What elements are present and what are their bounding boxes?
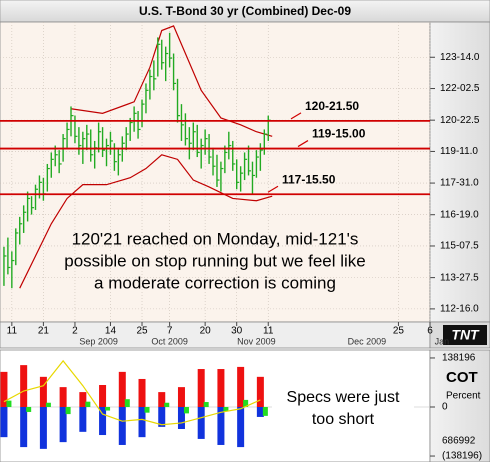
annotation: Specs were just bbox=[287, 389, 400, 406]
bar bbox=[217, 369, 225, 407]
x-tick-label: 11 bbox=[263, 326, 274, 337]
bar bbox=[65, 407, 71, 415]
annotation-bg bbox=[272, 384, 414, 432]
bar bbox=[256, 376, 264, 407]
bar bbox=[217, 407, 225, 445]
bar bbox=[144, 407, 150, 413]
date-axis bbox=[0, 321, 431, 349]
axis-label: Percent bbox=[446, 391, 481, 402]
bar bbox=[99, 407, 107, 436]
y-tick-label: 113-27.5 bbox=[440, 272, 479, 283]
band-line bbox=[70, 25, 273, 137]
x-tick-label: 20 bbox=[200, 326, 212, 337]
bar bbox=[59, 407, 67, 443]
bar bbox=[39, 407, 47, 449]
y-tick-label: 115-07.5 bbox=[440, 241, 479, 252]
y-tick-label: 116-19.0 bbox=[440, 209, 479, 220]
bar bbox=[197, 369, 205, 407]
level-label: 117-15.50 bbox=[282, 172, 336, 186]
x-tick-label: 11 bbox=[7, 326, 18, 337]
bar bbox=[158, 407, 166, 427]
bar bbox=[99, 385, 107, 407]
bar bbox=[243, 399, 249, 407]
bar bbox=[138, 378, 146, 407]
bar bbox=[183, 407, 189, 414]
y-tick-label: 119-11.0 bbox=[440, 146, 478, 157]
y-tick-label: 0 bbox=[442, 402, 448, 413]
x-tick-label: 7 bbox=[167, 326, 173, 337]
y-tick-label: 117-31.0 bbox=[440, 178, 479, 189]
bar bbox=[20, 365, 28, 407]
bar bbox=[45, 402, 51, 407]
chart-title: U.S. T-Bond 30 yr (Combined) Dec-09 bbox=[139, 4, 351, 18]
cot-axis bbox=[429, 349, 490, 462]
x-tick-label: 25 bbox=[393, 326, 405, 337]
indicator-title: COT bbox=[446, 369, 478, 386]
bar bbox=[79, 407, 87, 432]
bar bbox=[138, 407, 146, 438]
y-tick-label: 138196 bbox=[442, 353, 476, 364]
bar bbox=[105, 407, 111, 411]
bar bbox=[59, 387, 67, 407]
y-tick-label: 112-16.0 bbox=[440, 304, 479, 315]
bar bbox=[164, 402, 170, 407]
y-tick-label: 123-14.0 bbox=[440, 52, 480, 63]
month-label: Dec 2009 bbox=[348, 336, 387, 346]
logo: TNT bbox=[451, 327, 480, 343]
level-leader bbox=[267, 185, 279, 193]
month-label: Sep 2009 bbox=[79, 336, 118, 346]
x-tick-label: 2 bbox=[72, 326, 78, 337]
bar bbox=[79, 392, 87, 407]
bar bbox=[20, 407, 28, 448]
side-value: 686992 bbox=[442, 436, 476, 447]
month-label: Jan bbox=[435, 336, 450, 346]
level-label: 120-21.50 bbox=[305, 99, 359, 113]
level-label: 119-15.00 bbox=[312, 127, 366, 141]
bar bbox=[158, 392, 166, 407]
x-tick-label: 14 bbox=[105, 326, 117, 337]
logo-box bbox=[443, 325, 487, 345]
x-tick-label: 21 bbox=[38, 326, 50, 337]
bar bbox=[177, 387, 185, 407]
month-label: Oct 2009 bbox=[151, 336, 188, 346]
y-tick-label: 122-02.5 bbox=[440, 83, 480, 94]
bar bbox=[85, 401, 91, 407]
bar bbox=[0, 407, 8, 438]
bar bbox=[203, 402, 209, 407]
annotation: possible on stop running but we feel lik… bbox=[64, 251, 365, 270]
bar bbox=[256, 407, 264, 417]
level-leader bbox=[290, 112, 302, 120]
x-tick-label: 30 bbox=[231, 326, 243, 337]
price-plot bbox=[0, 21, 431, 323]
x-tick-label: 25 bbox=[136, 326, 148, 337]
bar bbox=[197, 407, 205, 439]
bar bbox=[223, 407, 229, 412]
bar bbox=[177, 407, 185, 429]
bar bbox=[118, 371, 126, 407]
bar bbox=[118, 407, 126, 445]
price-axis bbox=[429, 21, 490, 323]
level-leader bbox=[297, 140, 309, 148]
annotation: too short bbox=[312, 411, 375, 428]
bar bbox=[237, 407, 245, 448]
bar bbox=[26, 407, 32, 412]
bar bbox=[6, 400, 12, 407]
annotation: a moderate correction is coming bbox=[94, 273, 336, 292]
x-tick-label: 6 bbox=[427, 326, 433, 337]
bar bbox=[237, 366, 245, 407]
marks: 123-14.0 122-02.5 120-22.5 119-11.0 117-31.0… bbox=[0, 22, 482, 462]
bar bbox=[124, 399, 130, 407]
y-tick-label: (138196) bbox=[442, 451, 482, 462]
bar bbox=[39, 376, 47, 407]
indicator-line bbox=[3, 359, 261, 426]
month-label: Nov 2009 bbox=[237, 336, 276, 346]
bar bbox=[262, 407, 268, 416]
annotation: 120'21 reached on Monday, mid-121's bbox=[72, 229, 359, 248]
y-tick-label: 120-22.5 bbox=[440, 115, 480, 126]
bar bbox=[0, 371, 8, 407]
